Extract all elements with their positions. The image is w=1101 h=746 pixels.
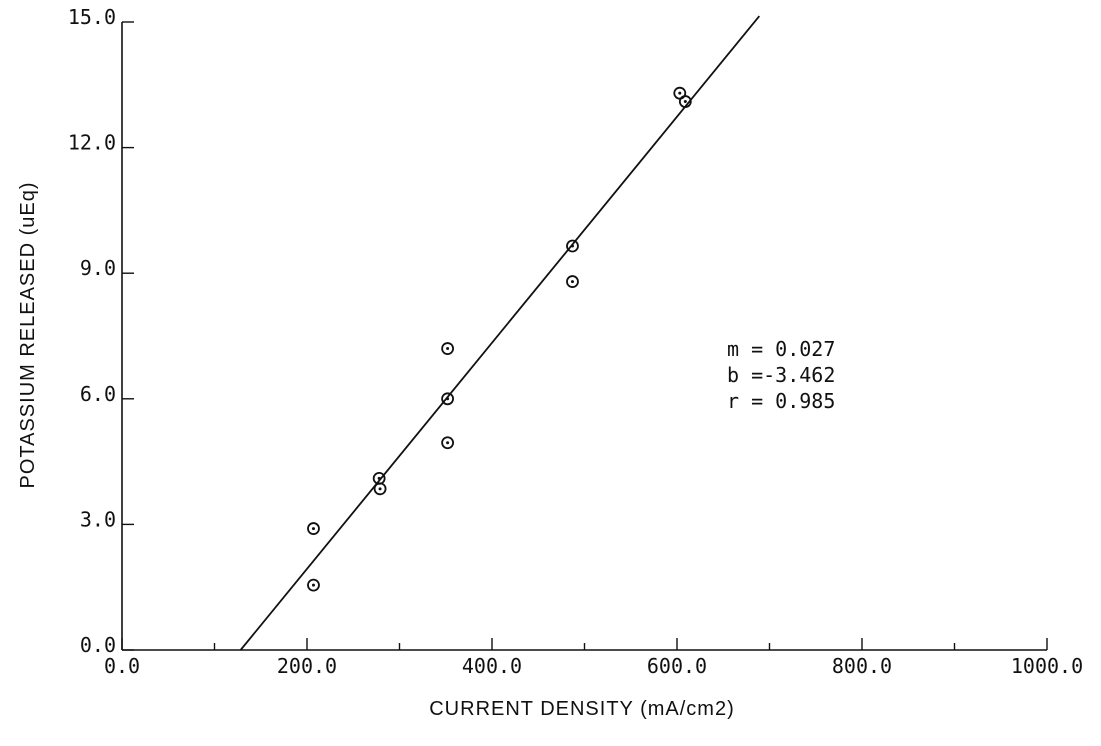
data-point — [566, 275, 579, 288]
x-tick-label: 0.0 — [104, 654, 140, 678]
regression-line — [239, 15, 761, 651]
y-tick-label: 9.0 — [80, 256, 116, 280]
regression-fit — [239, 15, 761, 651]
data-point-center — [378, 487, 382, 491]
x-tick-label: 200.0 — [277, 654, 337, 678]
data-point — [372, 471, 386, 485]
data-point-center — [446, 397, 450, 401]
data-point-ring — [307, 578, 320, 592]
data-point-ring — [441, 342, 455, 355]
annotation-r: r = 0.985 — [727, 389, 835, 413]
y-tick-label: 12.0 — [68, 131, 116, 155]
data-point-center — [570, 244, 574, 248]
x-tick-label: 1000.0 — [1011, 654, 1083, 678]
data-point-center — [377, 476, 381, 480]
x-tick-label: 400.0 — [462, 654, 522, 678]
data-points — [307, 86, 692, 592]
data-point — [441, 342, 455, 355]
data-point-center — [570, 280, 574, 284]
data-point-center — [678, 91, 682, 95]
data-point — [678, 95, 692, 108]
y-tick-label: 0.0 — [80, 633, 116, 657]
data-point-center — [446, 347, 450, 351]
data-point-ring — [441, 436, 455, 450]
data-point — [307, 578, 320, 592]
x-axis-title: CURRENT DENSITY (mA/cm2) — [429, 698, 735, 720]
annotation-intercept: b =-3.462 — [727, 363, 835, 387]
axes — [121, 22, 1047, 651]
data-point — [566, 239, 579, 253]
data-point-ring — [678, 95, 692, 108]
y-tick-label: 3.0 — [80, 507, 116, 531]
data-point-ring — [441, 392, 455, 406]
data-point-center — [683, 100, 687, 104]
data-point — [307, 522, 320, 535]
data-point-ring — [373, 482, 387, 496]
y-axis-title: POTASSIUM RELEASED (uEq) — [17, 181, 39, 488]
regression-stats: m = 0.027 b =-3.462 r = 0.985 — [727, 337, 835, 413]
data-point-center — [311, 527, 315, 531]
data-point-center — [446, 441, 450, 445]
data-point-ring — [307, 522, 320, 535]
x-ticks: 0.0 200.0 400.0 600.0 800.0 1000.0 — [104, 638, 1083, 678]
data-point — [441, 436, 455, 450]
data-point-ring — [566, 239, 579, 253]
data-point-center — [311, 583, 315, 587]
y-tick-label: 6.0 — [80, 382, 116, 406]
annotation-slope: m = 0.027 — [727, 337, 835, 361]
x-tick-label: 600.0 — [647, 654, 707, 678]
y-tick-label: 15.0 — [68, 5, 116, 29]
y-ticks: 0.0 3.0 6.0 9.0 12.0 15.0 — [68, 5, 134, 657]
data-point-ring — [566, 275, 579, 288]
x-tick-label: 800.0 — [832, 654, 892, 678]
data-point — [373, 482, 387, 496]
data-point — [441, 392, 455, 406]
